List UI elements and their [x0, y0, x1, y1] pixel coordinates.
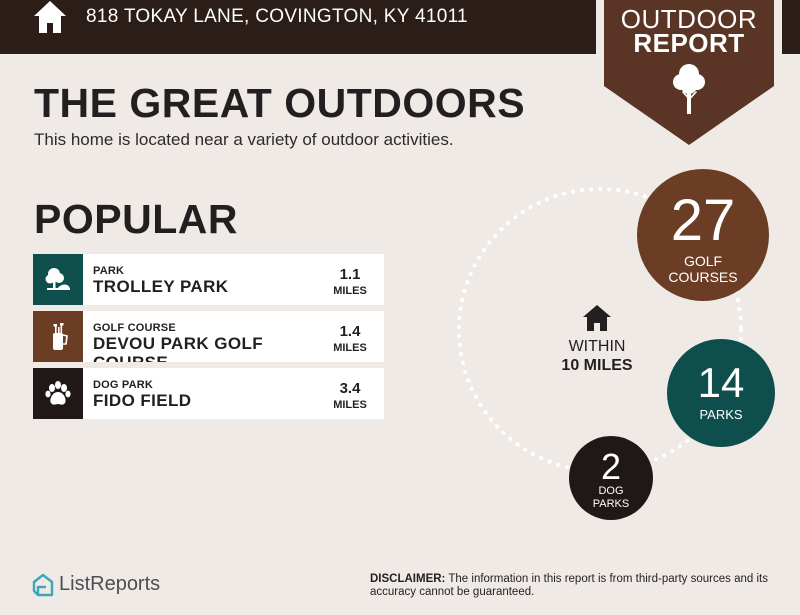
item-name: FIDO FIELD [93, 391, 192, 410]
golf-courses-label: GOLF COURSES [637, 253, 769, 285]
item-distance: 3.4 [339, 380, 361, 397]
golf-courses-count: 27 [670, 188, 736, 253]
radius-orbit [457, 187, 743, 473]
golf-label-line-1: GOLF [683, 253, 723, 269]
item-name: TROLLEY PARK [93, 277, 229, 296]
list-item[interactable]: GOLF COURSE DEVOU PARK GOLF COURSE 1.4 M… [33, 311, 384, 362]
item-distance-unit: MILES [333, 342, 367, 354]
item-category: PARK [93, 265, 125, 277]
golf-courses-count-bubble: 27 GOLF COURSES [637, 169, 769, 301]
list-item[interactable]: PARK TROLLEY PARK 1.1 MILES [33, 254, 384, 305]
list-item[interactable]: DOG PARK FIDO FIELD 3.4 MILES [33, 368, 384, 419]
item-name: DEVOU PARK GOLF COURSE [93, 334, 264, 362]
dog-parks-label: DOG PARKS [569, 485, 653, 511]
house-icon [34, 1, 66, 33]
house-icon [583, 305, 611, 331]
page-title: THE GREAT OUTDOORS [34, 80, 526, 126]
park-icon [33, 254, 83, 305]
parks-count: 14 [697, 359, 745, 406]
radius-label: WITHIN [568, 338, 626, 355]
dog-label-line-2: PARKS [592, 498, 630, 510]
property-address: 818 TOKAY LANE, COVINGTON, KY 41011 [86, 6, 468, 27]
golf-label-line-2: COURSES [668, 269, 738, 285]
page-subtitle: This home is located near a variety of o… [34, 130, 454, 149]
item-distance-unit: MILES [333, 285, 367, 297]
item-category: GOLF COURSE [93, 322, 176, 334]
dog-parks-count-bubble: 2 DOG PARKS [569, 436, 653, 520]
disclaimer: DISCLAIMER: The information in this repo… [370, 573, 790, 599]
logo-text: ListReports [59, 573, 161, 595]
paw-icon [33, 368, 83, 419]
tree-icon [673, 64, 705, 114]
dog-parks-count: 2 [600, 446, 622, 487]
parks-count-bubble: 14 PARKS [667, 339, 775, 447]
item-distance-unit: MILES [333, 399, 367, 411]
item-category: DOG PARK [93, 379, 154, 391]
item-distance: 1.1 [339, 266, 361, 283]
outdoor-report-badge: OUTDOOR REPORT [594, 0, 784, 156]
radius-value: 10 MILES [561, 357, 633, 374]
badge-line-1: OUTDOOR [620, 4, 758, 34]
popular-heading: POPULAR [34, 196, 238, 242]
badge-line-2: REPORT [633, 28, 745, 58]
listreports-logo-icon [32, 573, 54, 597]
disclaimer-text: The information in this report is from t… [370, 573, 768, 598]
dog-label-line-1: DOG [598, 485, 624, 497]
golf-bag-icon [33, 311, 83, 362]
disclaimer-label: DISCLAIMER: [370, 573, 446, 585]
popular-list: PARK TROLLEY PARK 1.1 MILES GOLF COURSE … [33, 254, 384, 425]
item-distance: 1.4 [339, 323, 361, 340]
parks-label: PARKS [699, 407, 743, 422]
